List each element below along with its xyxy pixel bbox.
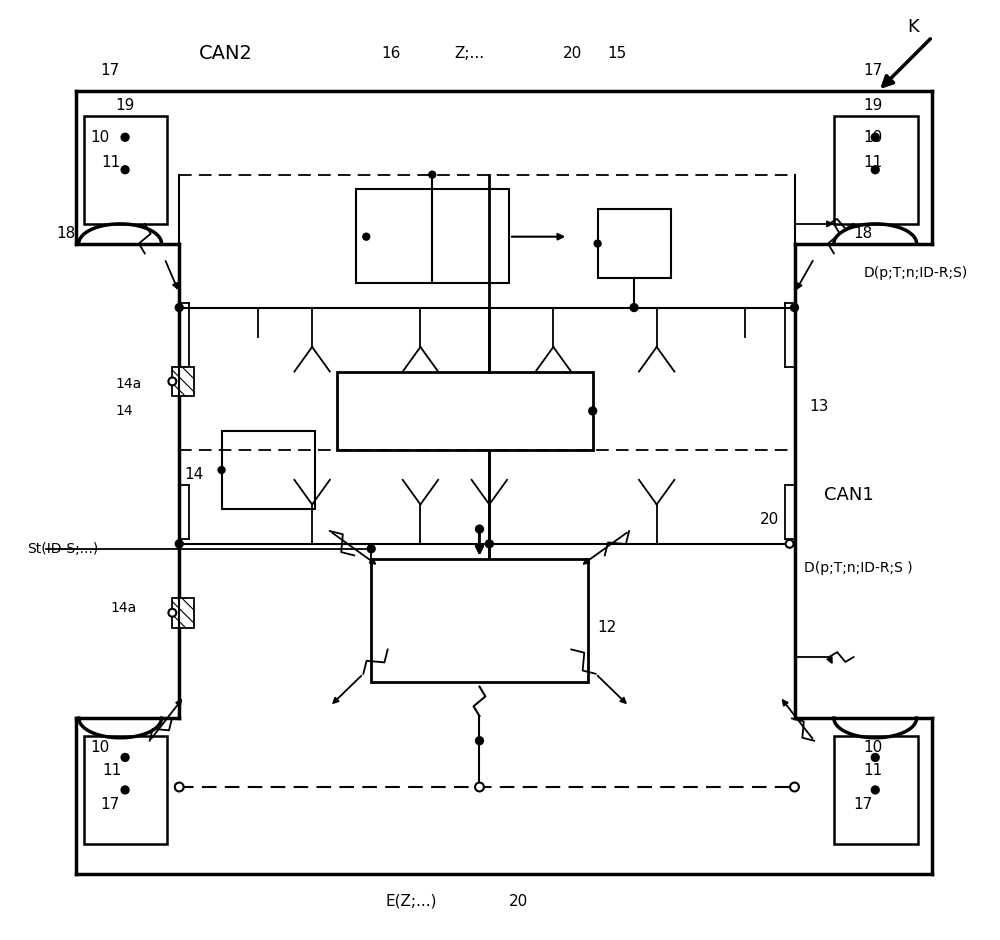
Text: 10: 10 [863, 740, 883, 755]
Text: 14a: 14a [115, 377, 141, 391]
Text: K: K [908, 18, 919, 36]
Text: 17: 17 [854, 797, 873, 812]
Circle shape [790, 783, 799, 791]
Text: 14: 14 [115, 404, 133, 418]
Circle shape [476, 783, 483, 791]
Text: 20: 20 [760, 511, 779, 526]
Text: 19: 19 [115, 99, 135, 113]
Text: 18: 18 [56, 227, 75, 242]
Text: 11: 11 [102, 762, 122, 777]
Circle shape [175, 540, 183, 548]
Circle shape [175, 304, 183, 311]
Text: 11: 11 [101, 155, 121, 170]
Circle shape [168, 378, 176, 385]
Circle shape [871, 754, 879, 761]
Text: D(p;T;n;ID-R;S ): D(p;T;n;ID-R;S ) [804, 561, 913, 575]
Bar [172, 367, 194, 396]
Circle shape [594, 240, 601, 247]
Circle shape [589, 407, 597, 415]
Bar [371, 558, 588, 682]
Bar [172, 598, 194, 628]
Text: 20: 20 [509, 894, 528, 909]
Bar [337, 371, 593, 450]
Circle shape [475, 783, 484, 791]
Text: 17: 17 [863, 63, 883, 78]
Circle shape [218, 466, 225, 474]
Text: 17: 17 [100, 63, 120, 78]
Text: 18: 18 [854, 227, 873, 242]
Text: D(p;T;n;ID-R;S): D(p;T;n;ID-R;S) [863, 266, 968, 280]
Text: 11: 11 [863, 762, 883, 777]
Text: 19: 19 [863, 99, 883, 113]
Text: 14a: 14a [110, 601, 137, 615]
Text: 10: 10 [91, 740, 110, 755]
Bar [222, 431, 315, 509]
Circle shape [871, 786, 879, 794]
Text: 12: 12 [598, 620, 617, 635]
Bar [84, 116, 167, 224]
Text: 16: 16 [381, 46, 400, 61]
Circle shape [121, 754, 129, 761]
Circle shape [871, 133, 879, 141]
Text: CAN2: CAN2 [199, 44, 253, 63]
Bar [356, 190, 509, 283]
Circle shape [429, 171, 436, 178]
Circle shape [630, 304, 638, 311]
Circle shape [367, 545, 375, 553]
Text: St(ID-S;...): St(ID-S;...) [27, 541, 98, 556]
Circle shape [168, 609, 176, 617]
Circle shape [121, 133, 129, 141]
Text: 14: 14 [184, 467, 203, 482]
Bar [598, 209, 671, 278]
Text: 10: 10 [91, 130, 110, 145]
Text: Z;...: Z;... [455, 46, 485, 61]
Text: 10: 10 [863, 130, 883, 145]
Circle shape [791, 304, 798, 311]
Circle shape [871, 165, 879, 174]
Circle shape [175, 783, 184, 791]
Circle shape [121, 165, 129, 174]
Circle shape [363, 233, 370, 240]
Bar [834, 116, 918, 224]
Circle shape [786, 540, 794, 548]
Bar [834, 736, 918, 844]
Circle shape [476, 525, 483, 533]
Text: 20: 20 [563, 46, 582, 61]
Text: 11: 11 [863, 155, 883, 170]
Circle shape [485, 540, 493, 548]
Circle shape [121, 786, 129, 794]
Text: E(Z;...): E(Z;...) [386, 894, 437, 909]
Text: 17: 17 [100, 797, 120, 812]
Bar [84, 736, 167, 844]
Text: 15: 15 [607, 46, 627, 61]
Text: 13: 13 [809, 399, 829, 414]
Circle shape [476, 737, 483, 744]
Text: CAN1: CAN1 [824, 486, 874, 504]
